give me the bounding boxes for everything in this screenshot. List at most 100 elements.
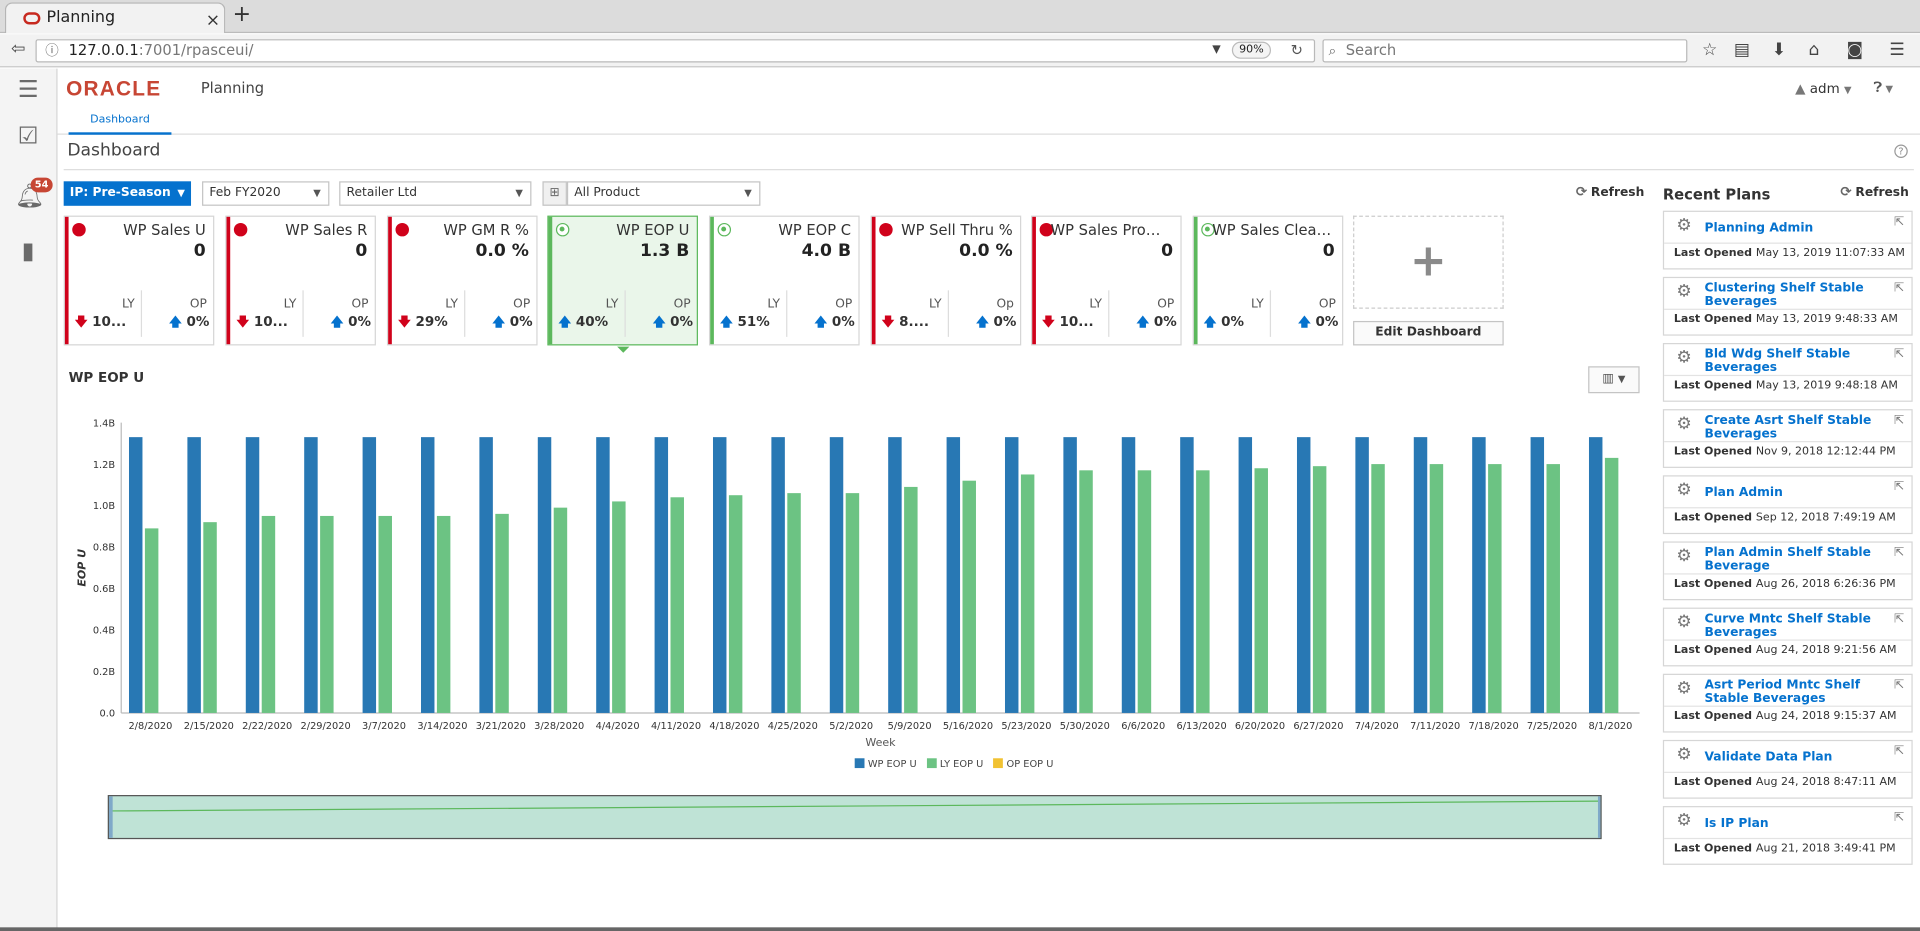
gear-icon: ⚙	[1676, 744, 1692, 765]
recent-plan-link[interactable]: Clustering Shelf Stable Beverages	[1704, 281, 1864, 309]
open-external-icon[interactable]: ⇱	[1893, 414, 1905, 428]
recent-plan-link[interactable]: Bld Wdg Shelf Stable Beverages	[1704, 347, 1851, 375]
recent-plan-item: ⚙ Create Asrt Shelf Stable Beverages ⇱ Last…	[1662, 409, 1913, 468]
metric-tile[interactable]: WP Sales Clear U 0 LY OP 🡅 0% 🡅 0%	[1192, 215, 1344, 346]
legend-label[interactable]: WP EOP U	[867, 758, 917, 770]
download-icon[interactable]: ⬇	[1771, 40, 1787, 61]
info-icon[interactable]: ⓘ	[45, 42, 59, 59]
zoom-indicator[interactable]: 90%	[1231, 41, 1272, 59]
metric-tile[interactable]: WP Sales Prom... 0 LY OP 🡇 10... 🡅 0%	[1031, 215, 1182, 346]
recent-plan-link[interactable]: Plan Admin Shelf Stable Beverage	[1704, 546, 1871, 574]
status-alert-icon	[879, 222, 893, 237]
open-external-icon[interactable]: ⇱	[1893, 347, 1905, 362]
back-icon[interactable]: ⇦	[11, 39, 26, 59]
tile-status-bar	[1032, 216, 1036, 345]
x-tick-label: 3/28/2020	[534, 721, 584, 732]
recent-plan-link[interactable]: Is IP Plan	[1704, 817, 1769, 831]
help-icon: ❓︎	[1873, 78, 1883, 96]
metric-tile[interactable]: WP EOP U 1.3 B LY OP 🡅 40% 🡅 0%	[547, 215, 698, 346]
reading-list-icon[interactable]: ▤	[1733, 40, 1751, 61]
navigation-menu-icon[interactable]: ☰	[17, 75, 39, 103]
tile-status-bar	[1193, 216, 1198, 345]
recent-plan-link[interactable]: Plan Admin	[1704, 486, 1783, 500]
browser-tab[interactable]: Planning ×	[4, 2, 226, 34]
metric-tile[interactable]: WP GM R % 0.0 % LY OP 🡇 29% 🡅 0%	[386, 215, 538, 346]
open-external-icon[interactable]: ⇱	[1893, 281, 1905, 296]
browser-search-input[interactable]: ⌕ Search	[1322, 39, 1688, 63]
open-external-icon[interactable]: ⇱	[1893, 810, 1905, 825]
open-external-icon[interactable]: ⇱	[1893, 678, 1905, 693]
recent-plans-refresh-button[interactable]: ⟳ Refresh	[1840, 184, 1908, 200]
tile-name: WP Sales U	[123, 221, 206, 239]
x-tick-label: 5/30/2020	[1060, 721, 1110, 732]
arrow-down-icon: 🡇	[397, 316, 411, 330]
open-external-icon[interactable]: ⇱	[1893, 215, 1905, 230]
arrow-down-icon: 🡇	[236, 316, 249, 330]
user-icon: ▲	[1795, 80, 1806, 97]
help-menu[interactable]: ❓︎ ▼	[1873, 78, 1892, 96]
gear-icon: ⚙	[1676, 480, 1692, 500]
metric-tile[interactable]: WP Sell Thru % 0.0 % LY Op 🡇 8.... 🡅 0%	[870, 215, 1022, 346]
reload-icon[interactable]: ↻	[1290, 41, 1303, 59]
product-selector[interactable]: All Product ▼	[566, 181, 761, 206]
tile-ly-label: LY	[283, 297, 297, 312]
legend-label[interactable]: LY EOP U	[939, 758, 984, 770]
page-help-icon[interactable]: ?	[1894, 144, 1908, 159]
metric-tile[interactable]: WP Sales U 0 LY OP 🡇 10... 🡅 0%	[63, 215, 215, 346]
close-tab-icon[interactable]: ×	[205, 11, 221, 31]
url-dropdown-icon[interactable]: ▼	[1212, 44, 1221, 57]
tile-ly-label: LY	[1089, 297, 1103, 312]
legend-label[interactable]: OP EOP U	[1006, 758, 1054, 770]
period-selector[interactable]: Feb FY2020 ▼	[202, 181, 330, 206]
last-opened-date: Sep 12, 2018 7:49:19 AM	[1755, 512, 1896, 525]
bar-ly-eop-u	[436, 515, 451, 713]
hierarchy-icon[interactable]: ⊞	[542, 181, 567, 206]
metric-tile[interactable]: WP EOP C 4.0 B LY OP 🡅 51% 🡅 0%	[708, 215, 860, 346]
location-selector[interactable]: Retailer Ltd ▼	[339, 181, 532, 206]
tab-dashboard[interactable]: Dashboard	[68, 105, 172, 135]
recent-plan-link[interactable]: Asrt Period Mntc Shelf Stable Beverages	[1704, 678, 1861, 706]
refresh-label: Refresh	[1855, 186, 1909, 200]
plan-selector[interactable]: IP: Pre-Season ▼	[63, 181, 192, 206]
x-tick-label: 7/4/2020	[1355, 721, 1399, 732]
divider	[1664, 573, 1912, 575]
add-tile-button[interactable]: +	[1353, 215, 1504, 309]
bar-ly-eop-u	[553, 507, 568, 713]
x-tick-label: 2/22/2020	[242, 721, 292, 732]
last-opened-label: Last Opened	[1673, 313, 1752, 326]
recent-plan-link[interactable]: Create Asrt Shelf Stable Beverages	[1704, 414, 1872, 441]
address-bar[interactable]: ⓘ 127.0.0.1:7001/rpasceui/ ▼ 90% ↻	[35, 39, 1316, 63]
bar-ly-eop-u	[670, 497, 684, 713]
user-menu[interactable]: ▲ adm ▼	[1795, 81, 1851, 97]
bar-ly-eop-u	[1020, 474, 1035, 713]
home-icon[interactable]: ⌂	[1808, 40, 1820, 61]
status-alert-icon	[1039, 222, 1054, 237]
open-external-icon[interactable]: ⇱	[1893, 612, 1905, 626]
open-external-icon[interactable]: ⇱	[1893, 480, 1905, 494]
tile-op-value: 🡅 0%	[1277, 314, 1338, 335]
recent-plan-link[interactable]: Planning Admin	[1704, 221, 1814, 236]
tile-ly-label: LY	[122, 297, 135, 312]
recent-plan-item: ⚙ Is IP Plan ⇱ Last Opened Aug 21, 2018 3:49…	[1662, 806, 1913, 865]
tile-ly-label: LY	[1250, 297, 1264, 312]
tile-ly-value: 🡅 51%	[720, 314, 781, 335]
metric-tile[interactable]: WP Sales R 0 LY OP 🡇 10... 🡅 0%	[225, 215, 376, 346]
recent-plan-link[interactable]: Validate Data Plan	[1704, 750, 1833, 765]
recent-plan-link[interactable]: Curve Mntc Shelf Stable Beverages	[1704, 612, 1871, 640]
bookmark-star-icon[interactable]: ☆	[1702, 40, 1718, 61]
menu-icon[interactable]: ☰	[1889, 40, 1905, 61]
open-external-icon[interactable]: ⇱	[1893, 546, 1905, 560]
chart-type-selector[interactable]: ▥ ▼	[1588, 366, 1640, 394]
pocket-icon[interactable]: ◙	[1846, 40, 1864, 61]
reports-chart-icon[interactable]: ▮	[21, 237, 35, 265]
tile-op-text: 0%	[186, 313, 210, 330]
tasks-icon[interactable]: ☑	[17, 122, 39, 150]
tile-status-bar	[226, 216, 231, 345]
edit-dashboard-button[interactable]: Edit Dashboard	[1353, 320, 1504, 346]
tile-ly-value: 🡇 29%	[398, 314, 459, 335]
chart-overview-navigator[interactable]	[107, 795, 1602, 840]
new-tab-button[interactable]: +	[232, 1, 252, 27]
last-opened-label: Last Opened	[1673, 578, 1752, 591]
open-external-icon[interactable]: ⇱	[1893, 744, 1905, 759]
dashboard-refresh-button[interactable]: ⟳ Refresh	[1576, 184, 1644, 200]
